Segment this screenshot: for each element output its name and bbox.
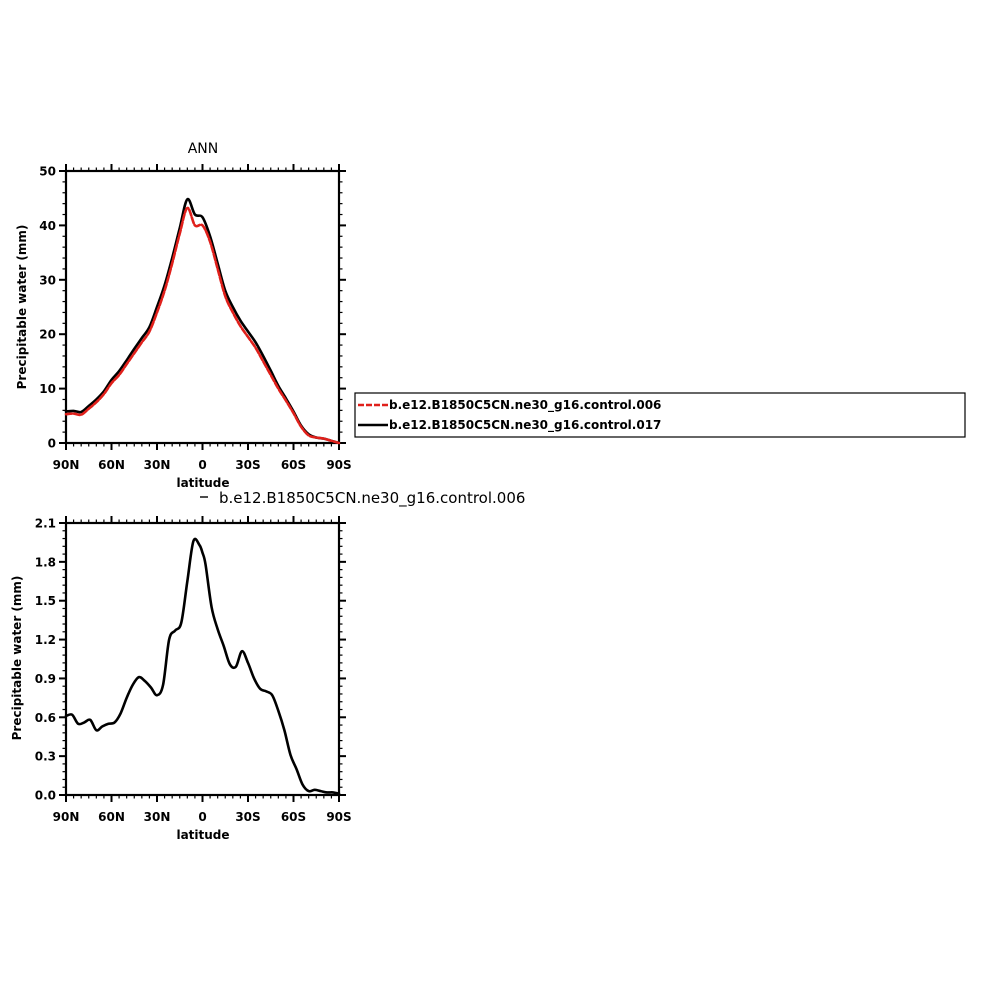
top-y-tick-label: 30 xyxy=(39,273,56,287)
bottom-x-tick-label: 90S xyxy=(326,810,351,824)
legend-label-series-2: b.e12.B1850C5CN.ne30_g16.control.017 xyxy=(389,418,661,433)
top-chart-title: ANN xyxy=(188,141,219,157)
bottom-x-tick-label: 30S xyxy=(235,810,260,824)
top-x-tick-label: 30S xyxy=(235,458,260,472)
top-x-tick-label: 0 xyxy=(198,458,206,472)
bottom-x-tick-label: 30N xyxy=(144,810,171,824)
bottom-y-tick-label: 1.2 xyxy=(35,633,56,647)
bottom-x-tick-label: 60N xyxy=(98,810,125,824)
top-y-tick-label: 0 xyxy=(48,437,56,451)
top-axes: 90N 60N 30N 0 30S 60S 90S 0 10 20 30 40 50 xyxy=(39,164,352,472)
top-x-tick-label: 90S xyxy=(326,458,351,472)
bottom-panel: b.e12.B1850C5CN.ne30_g16.control.006 90N… xyxy=(10,489,525,842)
top-x-tick-label: 60S xyxy=(281,458,306,472)
top-x-tick-label: 30N xyxy=(144,458,171,472)
bottom-chart-title: b.e12.B1850C5CN.ne30_g16.control.006 xyxy=(219,489,525,508)
bottom-y-tick-label: 2.1 xyxy=(35,517,56,531)
legend-box xyxy=(354,392,966,438)
top-y-tick-label: 50 xyxy=(39,165,56,179)
bottom-x-tick-label: 60S xyxy=(281,810,306,824)
bottom-y-tick-label: 0.0 xyxy=(35,789,56,803)
bottom-y-tick-label: 0.9 xyxy=(35,672,56,686)
bottom-y-tick-label: 0.6 xyxy=(35,711,56,725)
bottom-y-axis-label: Precipitable water (mm) xyxy=(10,576,24,741)
top-y-tick-label: 10 xyxy=(39,382,56,396)
top-series-line-1 xyxy=(64,206,341,445)
bottom-y-tick-label: 1.8 xyxy=(35,555,56,569)
top-panel: ANN 90N 60N 30N 0 30S 60S 90S 0 10 20 30 40 50 latit… xyxy=(15,141,352,490)
top-x-tick-label: 60N xyxy=(98,458,125,472)
top-y-tick-label: 20 xyxy=(39,328,56,342)
bottom-series-group xyxy=(64,537,341,795)
bottom-x-axis-label: latitude xyxy=(176,828,229,842)
legend-label-series-1: b.e12.B1850C5CN.ne30_g16.control.006 xyxy=(389,398,661,413)
top-x-tick-label: 90N xyxy=(53,458,80,472)
top-y-axis-label: Precipitable water (mm) xyxy=(15,225,29,390)
top-y-tick-label: 40 xyxy=(39,219,56,233)
legend: b.e12.B1850C5CN.ne30_g16.control.006 b.e… xyxy=(354,392,966,438)
top-x-axis-label: latitude xyxy=(176,476,229,490)
bottom-x-tick-label: 0 xyxy=(198,810,206,824)
bottom-x-tick-label: 90N xyxy=(53,810,80,824)
bottom-y-tick-label: 1.5 xyxy=(35,594,56,608)
bottom-series-line-1 xyxy=(64,537,341,795)
bottom-y-tick-label: 0.3 xyxy=(35,750,56,764)
bottom-axes: 90N 60N 30N 0 30S 60S 90S 0.0 0.3 0.6 0.9 1.2 1.5 1.8… xyxy=(35,516,352,824)
top-series-group xyxy=(64,197,341,445)
